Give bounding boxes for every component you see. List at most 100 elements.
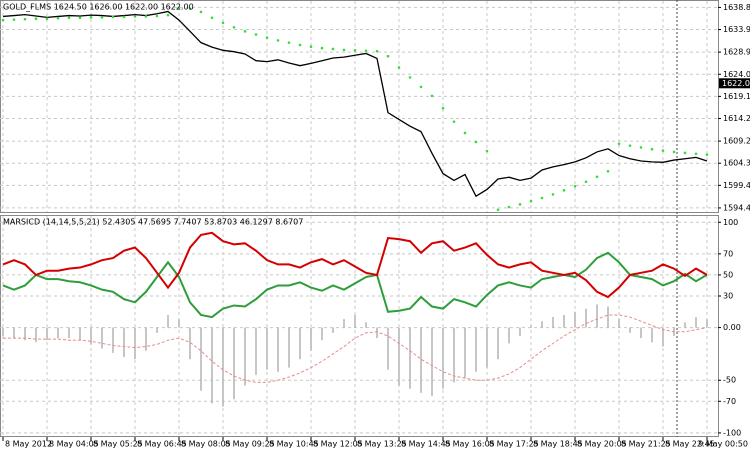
sar-dot xyxy=(199,10,203,14)
x-tick-label: 8 May 04:05 xyxy=(49,440,99,449)
x-tick-label: 8 May 08:05 xyxy=(181,440,231,449)
sar-dot xyxy=(133,15,137,18)
sar-dot xyxy=(584,180,588,184)
sar-dot xyxy=(529,199,533,203)
histogram-bar xyxy=(420,327,422,393)
histogram-bar xyxy=(662,327,664,347)
sar-dot xyxy=(309,45,313,49)
sar-dot xyxy=(331,47,335,51)
histogram-bar xyxy=(244,327,246,386)
x-tick-label: 8 May 12:05 xyxy=(313,440,363,449)
y-tick-label: -70 xyxy=(723,397,736,406)
x-tick-label: 8 May 16:05 xyxy=(445,440,495,449)
y-tick-label: 1594.40 xyxy=(723,203,750,212)
histogram-bar xyxy=(640,327,642,339)
histogram-bar xyxy=(409,327,411,389)
histogram-bar xyxy=(475,327,477,372)
sar-dot xyxy=(496,208,500,212)
histogram-bar xyxy=(35,327,37,343)
sar-dot xyxy=(45,17,49,21)
y-tick-label: 1614.20 xyxy=(723,114,750,123)
histogram-bar xyxy=(123,327,125,358)
sar-dot xyxy=(551,193,555,196)
sar-dot xyxy=(386,54,390,58)
sar-dot xyxy=(155,14,159,18)
histogram-bar xyxy=(266,327,268,370)
sar-dot xyxy=(595,175,599,179)
sar-dot xyxy=(34,17,38,21)
sar-dot xyxy=(78,16,82,20)
histogram-bar xyxy=(24,327,26,341)
sar-dot xyxy=(661,149,665,152)
series-line xyxy=(2,10,708,198)
sar-dot xyxy=(221,21,225,25)
y-tick-label: 100 xyxy=(723,218,738,227)
sar-dot xyxy=(177,6,181,10)
y-tick-label: 50 xyxy=(723,270,733,279)
histogram-bar xyxy=(354,314,356,328)
x-tick-label: 8 May 09:25 xyxy=(225,440,275,449)
sar-dot xyxy=(56,16,60,20)
chart-title: GOLD_FLMS 1624.50 1626.00 1622.00 1622.0… xyxy=(3,3,194,12)
histogram-bar xyxy=(101,327,103,349)
sar-dot xyxy=(232,25,236,29)
histogram-bar xyxy=(563,314,565,328)
series-line xyxy=(2,231,708,299)
histogram-bar xyxy=(387,327,389,370)
histogram-bar xyxy=(695,317,697,328)
x-tick-label: 8 May 22:45 xyxy=(665,440,715,449)
sar-dot xyxy=(276,39,280,42)
x-tick-label: 9 May 00:50 xyxy=(698,440,748,449)
histogram-bar xyxy=(431,327,433,397)
sar-dot xyxy=(111,15,115,19)
histogram-bar xyxy=(486,327,488,368)
histogram-bar xyxy=(178,319,180,328)
sar-dot xyxy=(683,151,687,155)
histogram-bar xyxy=(574,311,576,328)
sar-dot xyxy=(100,16,104,19)
sar-dot xyxy=(23,17,27,21)
sar-dot xyxy=(441,106,445,110)
histogram-bar xyxy=(552,317,554,328)
histogram-bar xyxy=(453,327,455,383)
sar-dot xyxy=(254,33,258,36)
x-tick-label: 8 May 2012 xyxy=(5,440,52,449)
histogram-bar xyxy=(200,327,202,391)
sar-dot xyxy=(419,85,423,89)
x-tick-label: 8 May 14:45 xyxy=(401,440,451,449)
sar-dot xyxy=(67,16,71,20)
histogram-bar xyxy=(211,327,213,404)
histogram-bar xyxy=(288,327,290,368)
indicator-panel-frame xyxy=(0,215,719,437)
histogram-bar xyxy=(519,327,521,337)
sar-dot xyxy=(430,94,434,98)
histogram-bar xyxy=(684,322,686,328)
sar-dot xyxy=(573,184,577,188)
histogram-bar xyxy=(343,319,345,328)
sar-dot xyxy=(606,170,610,173)
histogram-bar xyxy=(332,327,334,333)
histogram-bar xyxy=(134,327,136,360)
sar-dot xyxy=(518,203,522,206)
histogram-bar xyxy=(299,327,301,360)
sar-dot xyxy=(474,140,478,144)
sar-dot xyxy=(298,43,302,47)
sar-dot xyxy=(639,146,643,149)
histogram-bar xyxy=(508,327,510,344)
histogram-bar xyxy=(222,327,224,407)
sar-dot xyxy=(397,66,401,69)
histogram-bar xyxy=(90,327,92,345)
series-line xyxy=(2,251,708,319)
x-tick-label: 8 May 20:05 xyxy=(577,440,627,449)
x-tick-label: 8 May 17:25 xyxy=(489,440,539,449)
sar-dot xyxy=(562,189,566,192)
histogram-bar xyxy=(277,327,279,372)
histogram-bar xyxy=(233,327,235,400)
y-tick-label: 30 xyxy=(723,291,733,300)
histogram-bar xyxy=(310,327,312,351)
histogram-bar xyxy=(376,327,378,339)
sar-dot xyxy=(166,13,170,17)
sar-dot xyxy=(188,7,192,11)
